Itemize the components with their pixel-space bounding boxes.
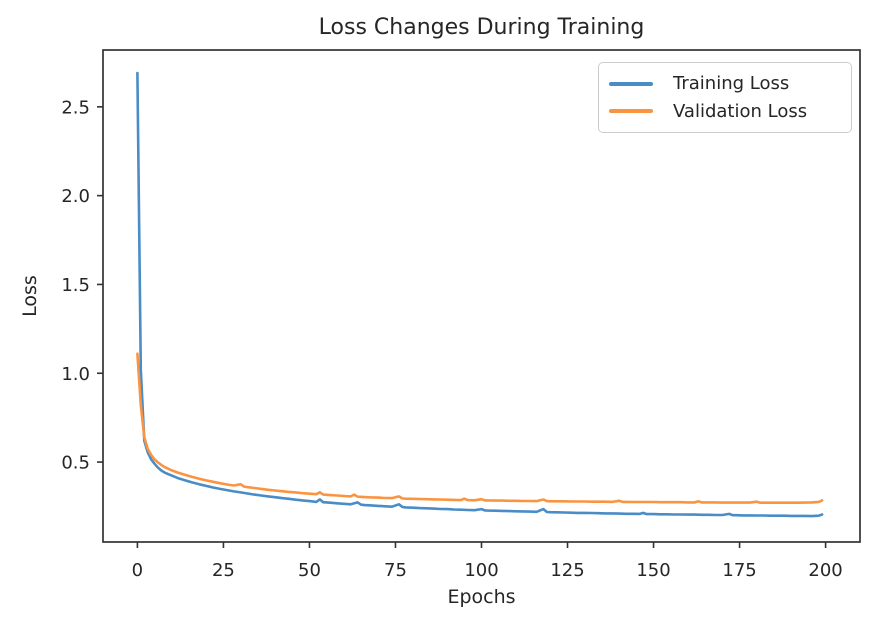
x-tick-label: 50 — [298, 560, 321, 581]
x-tick-label: 25 — [212, 560, 235, 581]
x-tick-label: 200 — [808, 560, 842, 581]
y-axis-label: Loss — [19, 275, 41, 317]
x-tick-label: 100 — [464, 560, 498, 581]
y-tick-label: 1.0 — [61, 364, 90, 385]
validation-loss-line — [136, 352, 824, 504]
x-tick-label: 0 — [132, 560, 143, 581]
legend-label-validation-loss: Validation Loss — [673, 100, 808, 122]
chart-title: Loss Changes During Training — [318, 15, 645, 40]
legend-item-training-loss: Training Loss — [609, 73, 841, 94]
training-loss-line — [136, 71, 824, 518]
x-tick-label: 175 — [722, 560, 756, 581]
x-axis-label: Epochs — [447, 586, 516, 608]
y-tick-label: 2.0 — [61, 186, 90, 207]
y-tick-label: 1.5 — [61, 275, 90, 296]
legend-box: Training Loss Validation Loss — [598, 62, 852, 133]
x-tick-label: 150 — [636, 560, 670, 581]
legend-item-validation-loss: Validation Loss — [609, 101, 841, 122]
y-tick-label: 2.5 — [61, 97, 90, 118]
legend-label-training-loss: Training Loss — [673, 73, 790, 95]
y-tick-label: 0.5 — [61, 453, 90, 474]
x-tick-label: 75 — [384, 560, 407, 581]
validation-loss-line-swatch — [609, 109, 653, 113]
x-tick-label: 125 — [550, 560, 584, 581]
training-loss-line-swatch — [609, 82, 653, 86]
axes-frame — [102, 49, 861, 543]
